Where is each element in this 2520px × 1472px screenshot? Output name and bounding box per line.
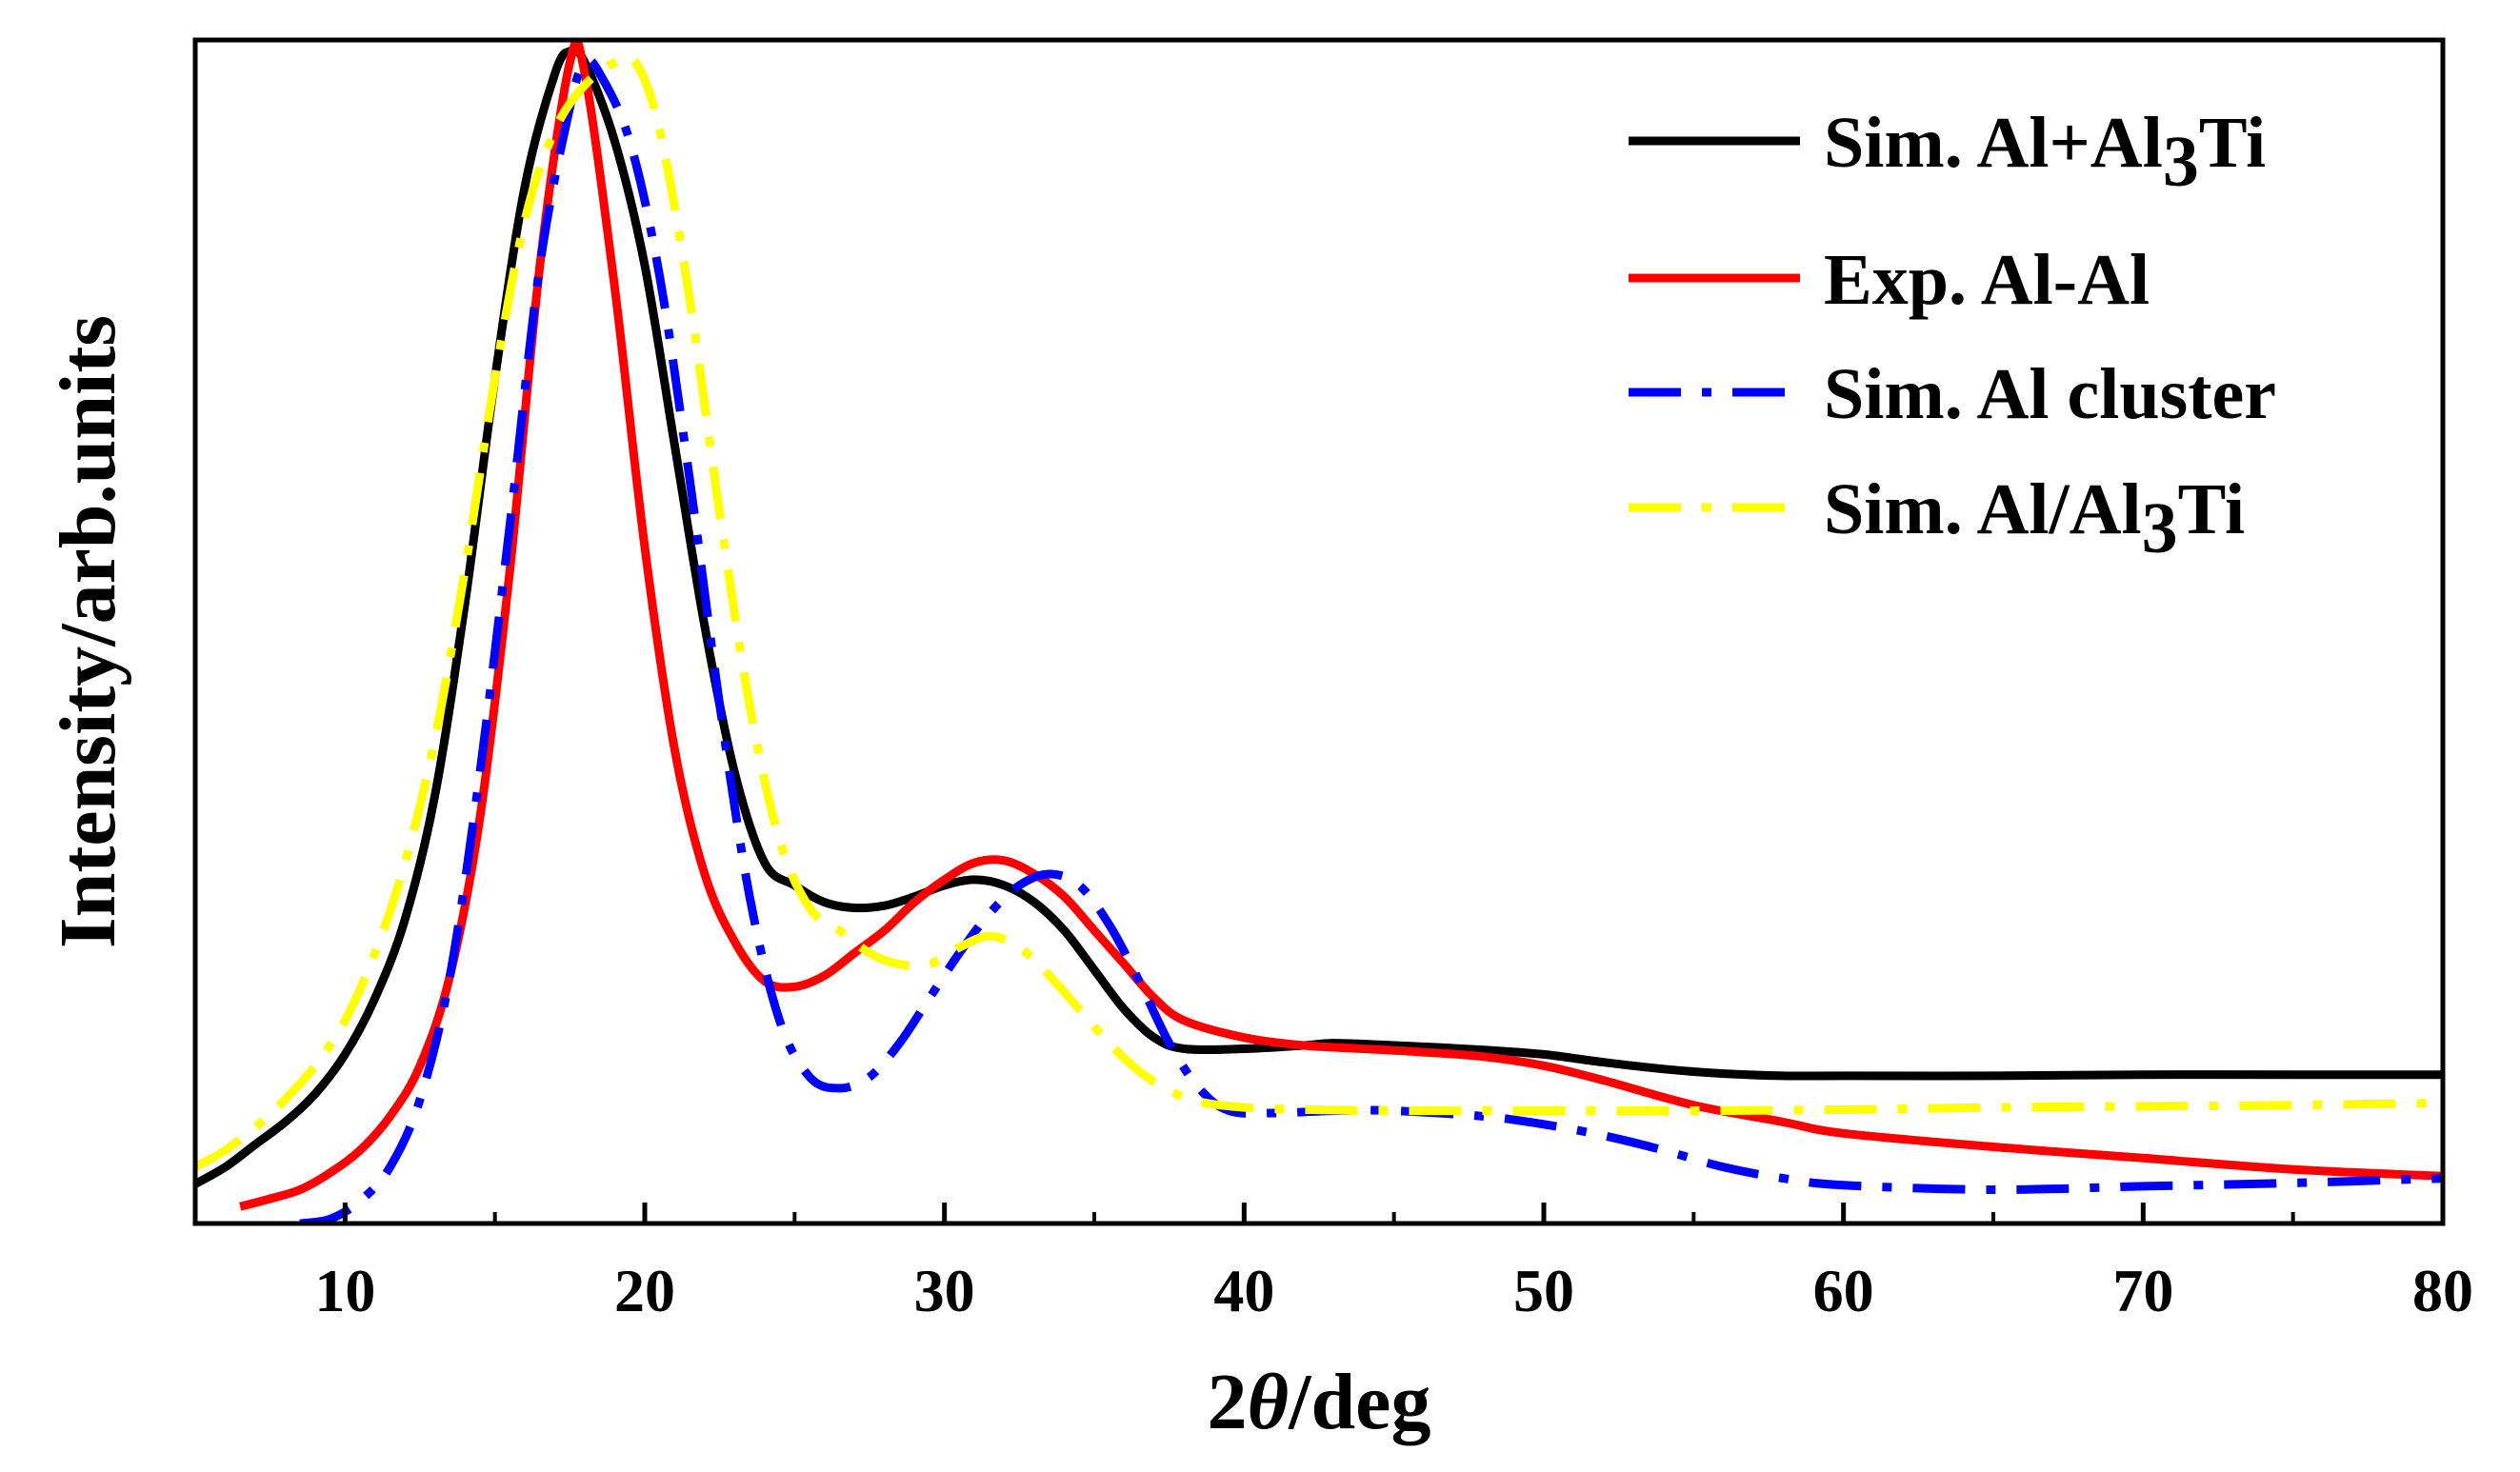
legend-label-subscript: 3 bbox=[2163, 122, 2199, 202]
x-tick-label: 80 bbox=[2412, 1257, 2473, 1324]
legend-label-2: Exp. Al-Al bbox=[1824, 240, 2150, 320]
x-tick-label: 40 bbox=[1213, 1257, 1274, 1324]
legend-label-4: Sim. Al/Al3Ti bbox=[1824, 469, 2245, 568]
x-tick-label: 70 bbox=[2112, 1257, 2173, 1324]
series-line-2 bbox=[239, 40, 2443, 1211]
legend-label-tail: Ti bbox=[2199, 103, 2266, 183]
legend-label-3: Sim. Al cluster bbox=[1824, 354, 2276, 434]
series-layer bbox=[195, 40, 2443, 1223]
x-tick-label: 10 bbox=[314, 1257, 375, 1324]
legend-label-main: Sim. Al+Al bbox=[1824, 103, 2163, 183]
tick-layer: 10 20 30 40 50 60 70 80 bbox=[193, 1203, 2473, 1324]
plot-frame bbox=[192, 37, 2446, 1226]
y-axis-title: Intensity/arb.units bbox=[44, 315, 132, 948]
legend-label-main: Sim. Al/Al bbox=[1824, 469, 2142, 549]
legend-label-subscript: 3 bbox=[2142, 488, 2178, 568]
x-axis-title-prefix: 2 bbox=[1208, 1358, 1248, 1446]
x-tick-label: 50 bbox=[1513, 1257, 1574, 1324]
x-tick-label: 60 bbox=[1813, 1257, 1874, 1324]
legend-label-main: Sim. Al cluster bbox=[1824, 354, 2276, 434]
x-axis-title: 2θ/deg bbox=[1208, 1358, 1431, 1446]
legend-label-main: Exp. Al-Al bbox=[1824, 240, 2150, 320]
x-tick-label: 20 bbox=[614, 1257, 675, 1324]
series-line-1 bbox=[195, 46, 2443, 1188]
x-tick-label: 30 bbox=[914, 1257, 975, 1324]
legend-label-1: Sim. Al+Al3Ti bbox=[1824, 103, 2266, 202]
x-axis-title-suffix: /deg bbox=[1288, 1358, 1430, 1446]
x-axis-title-symbol: θ bbox=[1248, 1358, 1290, 1446]
series-line-3 bbox=[299, 55, 2443, 1223]
legend-label-tail: Ti bbox=[2178, 469, 2245, 549]
series-line-4 bbox=[195, 51, 2443, 1171]
